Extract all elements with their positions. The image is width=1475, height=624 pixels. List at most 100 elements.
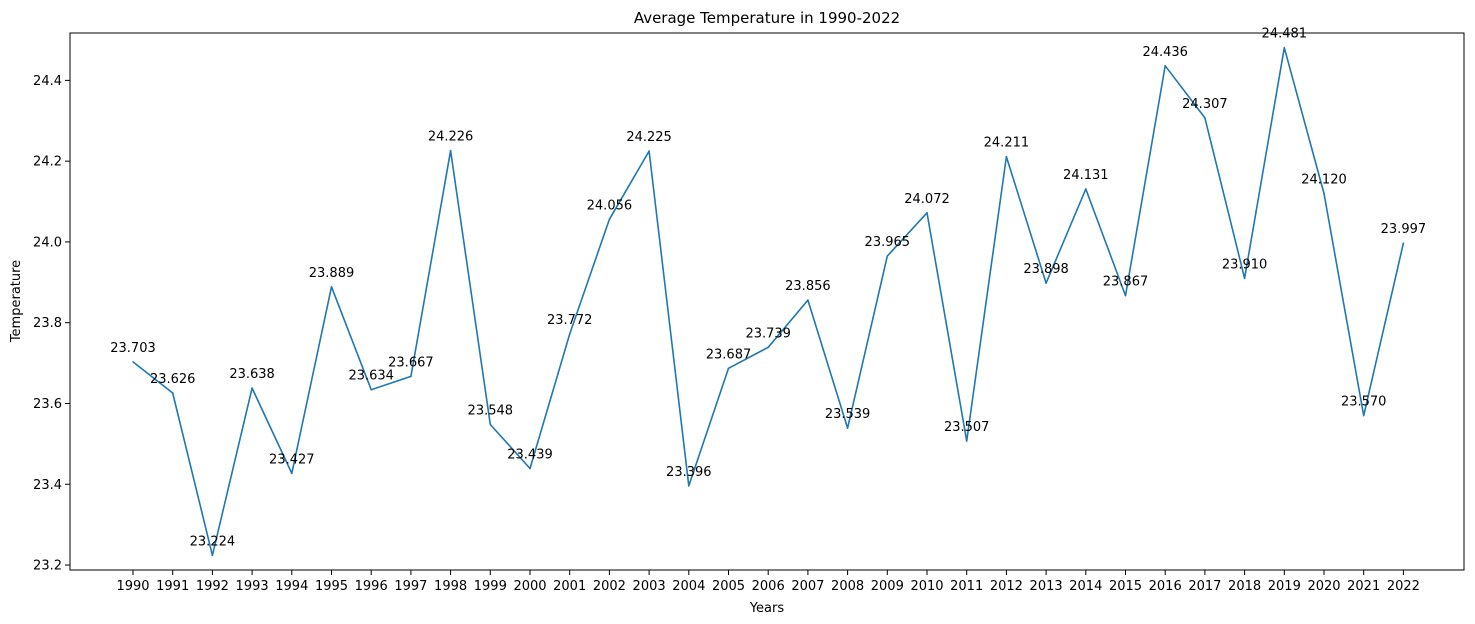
data-point [251, 387, 253, 389]
data-point [1283, 46, 1286, 49]
x-tick-label: 2003 [633, 579, 666, 594]
x-tick-label: 2007 [791, 579, 824, 594]
x-tick-label: 2009 [871, 579, 904, 594]
data-point [1362, 414, 1365, 417]
data-label: 24.072 [904, 192, 950, 207]
data-label: 24.226 [428, 130, 474, 145]
data-label: 23.965 [865, 235, 911, 250]
data-label: 23.667 [388, 355, 434, 370]
plot-frame [69, 32, 1465, 571]
x-tick-label: 2013 [1030, 579, 1063, 594]
data-point [449, 149, 452, 152]
data-point [1323, 192, 1325, 195]
data-label: 23.910 [1222, 257, 1268, 272]
series-line [132, 46, 1405, 557]
data-point [926, 212, 928, 214]
data-label: 24.307 [1182, 97, 1228, 112]
x-tick-label: 2008 [831, 579, 864, 594]
data-point [171, 392, 174, 394]
data-point [727, 367, 730, 370]
data-label: 23.548 [468, 403, 514, 418]
x-tick-label: 2001 [553, 579, 586, 594]
x-tick-label: 1992 [196, 579, 229, 594]
y-tick-label: 23.4 [33, 478, 62, 493]
y-tick-label: 24.4 [33, 74, 62, 89]
x-tick-label: 2000 [513, 579, 546, 594]
data-point [211, 554, 214, 557]
data-label: 23.224 [190, 534, 236, 549]
data-point [370, 388, 373, 391]
x-tick-label: 2018 [1228, 579, 1261, 594]
data-label: 24.131 [1063, 168, 1109, 183]
x-tick-label: 2005 [712, 579, 745, 594]
data-label: 23.772 [547, 313, 593, 328]
data-label: 23.687 [706, 347, 752, 362]
x-tick-label: 2016 [1149, 579, 1182, 594]
data-point [410, 375, 412, 378]
x-tick-label: 2022 [1387, 579, 1420, 594]
data-label: 23.634 [348, 369, 394, 384]
data-point [489, 423, 492, 426]
data-point [767, 346, 769, 349]
data-point [1085, 188, 1087, 190]
x-tick-label: 1994 [275, 579, 308, 594]
x-axis-title: Years [749, 601, 785, 616]
data-label: 23.439 [507, 448, 553, 463]
chart-title: Average Temperature in 1990-2022 [634, 9, 900, 27]
data-point [608, 218, 611, 221]
data-label: 23.427 [269, 452, 315, 467]
y-tick-label: 24.0 [33, 235, 62, 250]
data-label: 23.739 [745, 326, 791, 341]
x-tick-label: 2004 [672, 579, 705, 594]
x-tick-label: 1993 [236, 579, 269, 594]
data-label: 24.481 [1262, 27, 1308, 42]
data-point [1402, 242, 1405, 244]
y-tick-label: 23.2 [33, 559, 62, 574]
data-label: 23.396 [666, 465, 712, 480]
data-point [132, 361, 134, 363]
x-tick-label: 1997 [394, 579, 427, 594]
data-point [1243, 277, 1246, 280]
data-point [330, 285, 333, 288]
data-point [568, 333, 571, 335]
data-label: 23.507 [944, 420, 990, 435]
data-label: 23.638 [229, 367, 275, 382]
x-tick-label: 2017 [1188, 579, 1221, 594]
x-tick-label: 2015 [1109, 579, 1142, 594]
data-label: 24.056 [587, 198, 633, 213]
y-tick-label: 23.6 [33, 397, 62, 412]
data-point [886, 255, 889, 257]
data-label: 23.889 [309, 266, 355, 281]
x-tick-label: 1998 [434, 579, 467, 594]
y-tick-label: 24.2 [33, 155, 62, 170]
x-tick-label: 2002 [593, 579, 626, 594]
x-tick-label: 2010 [910, 579, 943, 594]
x-tick-label: 2014 [1069, 579, 1102, 594]
data-point [688, 485, 690, 487]
data-point [648, 150, 650, 152]
y-axis-title: Temperature [9, 260, 24, 343]
x-tick-label: 2012 [990, 579, 1023, 594]
data-label: 23.703 [110, 341, 156, 356]
data-point [1124, 294, 1127, 297]
x-tick-label: 2021 [1347, 579, 1380, 594]
x-tick-label: 1990 [116, 579, 149, 594]
data-label: 23.856 [785, 279, 831, 294]
data-point [1045, 282, 1047, 284]
y-tick-label: 23.8 [33, 316, 62, 331]
data-label: 23.570 [1341, 395, 1387, 410]
x-tick-label: 2011 [950, 579, 983, 594]
x-tick-label: 1991 [156, 579, 189, 594]
data-label: 23.867 [1103, 275, 1149, 290]
x-tick-label: 2006 [752, 579, 785, 594]
data-point [965, 440, 968, 442]
data-label: 23.539 [825, 407, 871, 422]
data-label: 24.225 [626, 130, 672, 145]
data-point [291, 472, 293, 475]
data-point [807, 299, 809, 301]
data-point [529, 467, 531, 470]
data-label: 23.626 [150, 372, 196, 387]
data-point [1204, 117, 1206, 119]
data-label: 24.120 [1301, 172, 1347, 187]
